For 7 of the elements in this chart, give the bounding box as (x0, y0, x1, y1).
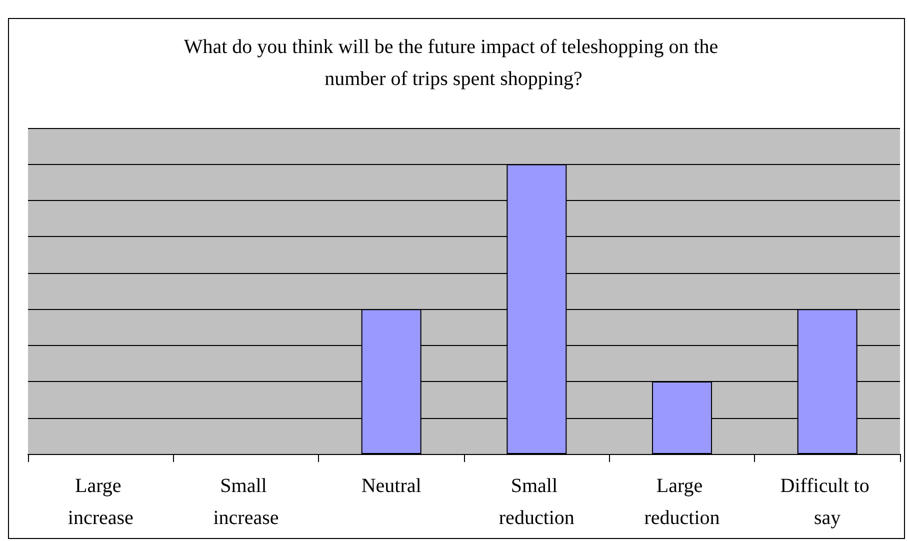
x-tick-label: Neutral (361, 475, 422, 497)
x-tick-label: Small increase (213, 475, 279, 529)
x-tick-label: Large increase (68, 475, 134, 529)
x-tick-label: Difficult to say (780, 475, 874, 529)
chart-title: What do you think will be the future impact of teleshopping on the number of trips spent shopping? (184, 36, 724, 90)
x-tick-label: Large reduction (644, 475, 720, 529)
x-tick-label: Small reduction (498, 475, 574, 529)
